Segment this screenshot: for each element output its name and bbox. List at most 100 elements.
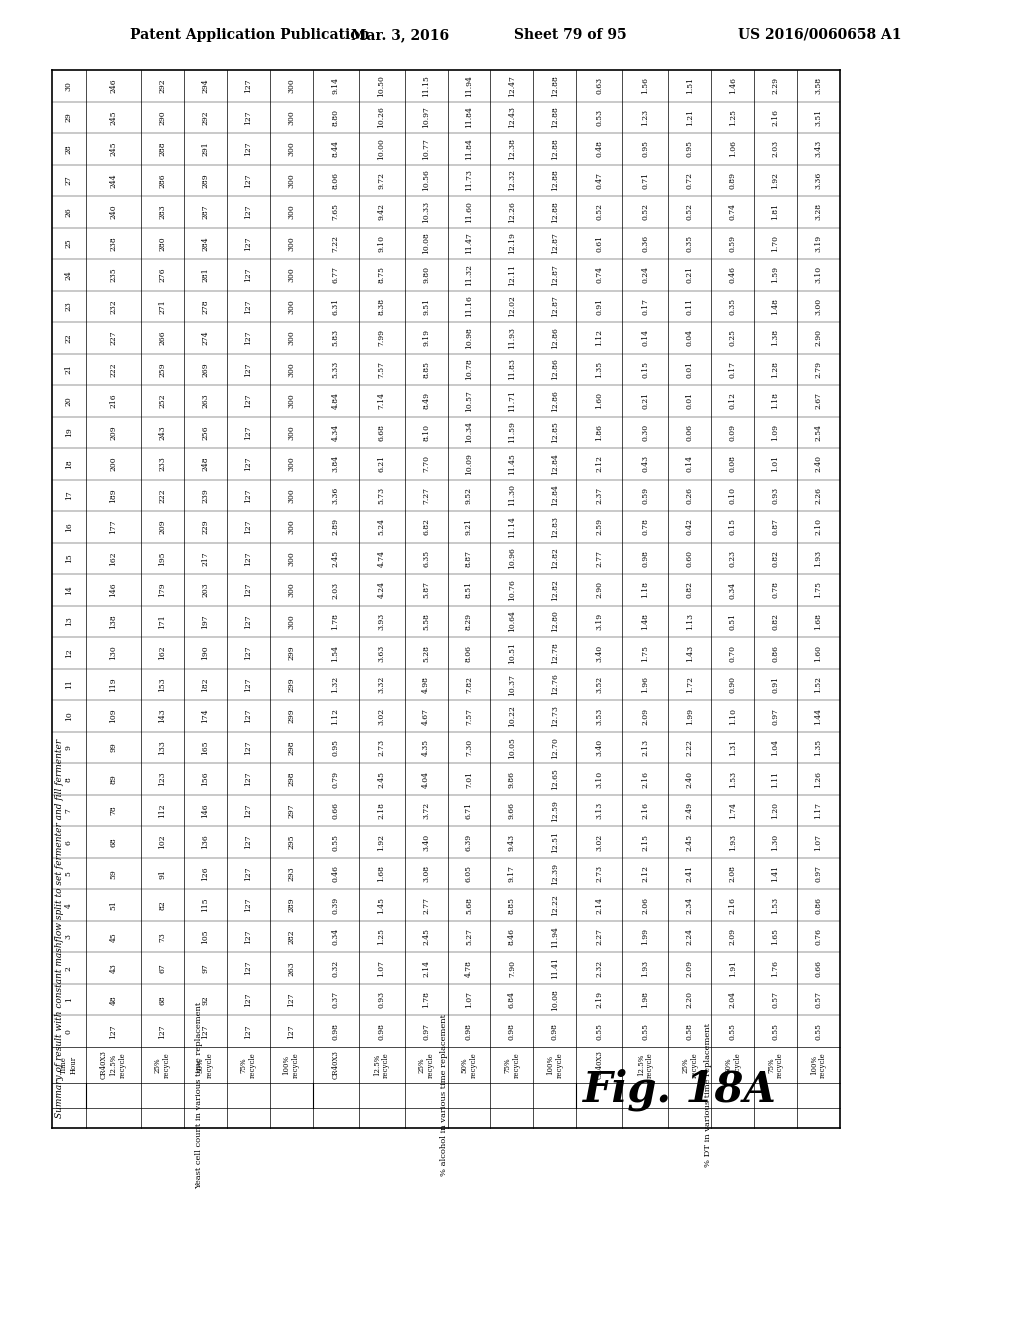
Text: 67: 67 [159, 964, 166, 973]
Text: 9.80: 9.80 [422, 267, 430, 284]
Text: 235: 235 [110, 268, 118, 282]
Text: 19: 19 [65, 428, 73, 437]
Text: 127: 127 [245, 552, 252, 566]
Text: 1.70: 1.70 [772, 235, 779, 252]
Text: 4.98: 4.98 [422, 676, 430, 693]
Text: 248: 248 [202, 457, 209, 471]
Text: 1.54: 1.54 [332, 644, 340, 661]
Text: 100%
recycle: 100% recycle [810, 1052, 827, 1078]
Text: 1.78: 1.78 [422, 991, 430, 1008]
Text: 12.39: 12.39 [551, 863, 559, 884]
Text: 0.98: 0.98 [551, 1023, 559, 1040]
Text: 195: 195 [159, 552, 166, 566]
Text: 0.53: 0.53 [595, 108, 603, 125]
Text: 298: 298 [287, 741, 295, 755]
Text: 0.32: 0.32 [332, 960, 340, 977]
Text: 232: 232 [110, 300, 118, 314]
Text: 0.10: 0.10 [729, 487, 736, 504]
Text: 10.37: 10.37 [508, 673, 516, 696]
Text: 5.24: 5.24 [378, 519, 386, 536]
Text: 252: 252 [159, 393, 166, 408]
Text: 3.13: 3.13 [595, 803, 603, 820]
Text: 300: 300 [287, 141, 295, 156]
Text: 2.40: 2.40 [814, 455, 822, 473]
Text: 2.45: 2.45 [422, 928, 430, 945]
Text: 2.22: 2.22 [686, 739, 693, 756]
Text: 3.93: 3.93 [378, 612, 386, 630]
Text: 10.97: 10.97 [422, 107, 430, 128]
Text: 0.78: 0.78 [641, 519, 649, 536]
Text: 2.08: 2.08 [729, 865, 736, 882]
Text: 1.53: 1.53 [772, 896, 779, 913]
Text: 300: 300 [287, 236, 295, 251]
Text: 126: 126 [202, 866, 209, 880]
Text: 75%
recycle: 75% recycle [767, 1052, 784, 1078]
Text: 1.48: 1.48 [772, 298, 779, 315]
Text: 9.19: 9.19 [422, 330, 430, 346]
Text: 7.14: 7.14 [378, 392, 386, 409]
Text: 146: 146 [110, 582, 118, 598]
Text: 51: 51 [110, 900, 118, 909]
Text: 271: 271 [159, 300, 166, 314]
Text: 9.43: 9.43 [508, 833, 516, 850]
Text: 2.27: 2.27 [595, 928, 603, 945]
Text: 300: 300 [287, 110, 295, 124]
Text: 3.00: 3.00 [814, 298, 822, 315]
Text: 1.53: 1.53 [729, 771, 736, 788]
Text: 5.68: 5.68 [465, 896, 473, 913]
Text: 4: 4 [65, 903, 73, 908]
Text: 0.78: 0.78 [772, 582, 779, 598]
Text: 127: 127 [245, 709, 252, 723]
Text: 0.91: 0.91 [595, 298, 603, 315]
Text: 287: 287 [202, 205, 209, 219]
Text: 3.84: 3.84 [332, 455, 340, 473]
Text: 299: 299 [287, 677, 295, 692]
Text: 0.57: 0.57 [772, 991, 779, 1008]
Text: 127: 127 [245, 614, 252, 628]
Text: 3.02: 3.02 [378, 708, 386, 725]
Text: 1.30: 1.30 [772, 833, 779, 850]
Text: 2.03: 2.03 [772, 140, 779, 157]
Text: 0.34: 0.34 [729, 581, 736, 598]
Text: 5: 5 [65, 871, 73, 876]
Text: 6.84: 6.84 [508, 991, 516, 1008]
Text: 0.82: 0.82 [772, 550, 779, 568]
Text: 2.49: 2.49 [686, 803, 693, 820]
Text: 75%
recycle: 75% recycle [240, 1052, 257, 1078]
Text: 1.35: 1.35 [595, 360, 603, 378]
Text: 127: 127 [245, 961, 252, 975]
Text: 11.83: 11.83 [508, 359, 516, 380]
Text: 91: 91 [159, 869, 166, 879]
Text: 2.45: 2.45 [686, 834, 693, 850]
Text: 1.11: 1.11 [772, 771, 779, 788]
Text: 11.30: 11.30 [508, 484, 516, 507]
Text: 127: 127 [245, 141, 252, 156]
Text: 2.40: 2.40 [686, 771, 693, 788]
Text: 1.21: 1.21 [686, 108, 693, 125]
Text: 25%
recycle: 25% recycle [154, 1052, 171, 1078]
Text: 162: 162 [110, 552, 118, 566]
Text: 0.95: 0.95 [332, 739, 340, 756]
Text: 102: 102 [159, 834, 166, 850]
Text: 189: 189 [110, 488, 118, 503]
Text: 7: 7 [65, 808, 73, 813]
Text: 1.91: 1.91 [729, 960, 736, 977]
Text: 0.98: 0.98 [378, 1023, 386, 1040]
Text: 97: 97 [202, 964, 209, 973]
Text: 0.74: 0.74 [729, 203, 736, 220]
Text: 0.46: 0.46 [729, 267, 736, 284]
Text: 1.86: 1.86 [595, 424, 603, 441]
Text: 10.09: 10.09 [465, 453, 473, 475]
Text: 1.13: 1.13 [686, 612, 693, 630]
Text: 1.07: 1.07 [465, 991, 473, 1008]
Text: 7.22: 7.22 [332, 235, 340, 252]
Text: 8.75: 8.75 [378, 267, 386, 284]
Text: 2.45: 2.45 [378, 771, 386, 788]
Text: 0.24: 0.24 [641, 267, 649, 284]
Text: 2.90: 2.90 [595, 582, 603, 598]
Text: 1.20: 1.20 [772, 803, 779, 820]
Text: 10.05: 10.05 [508, 737, 516, 759]
Text: 246: 246 [110, 78, 118, 94]
Text: 2.16: 2.16 [729, 896, 736, 913]
Text: 10.51: 10.51 [508, 642, 516, 664]
